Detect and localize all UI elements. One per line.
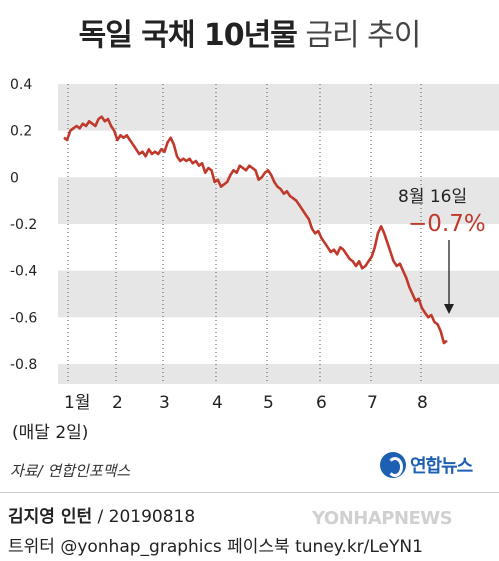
x-tick-label: 2 <box>112 393 123 413</box>
watermark: YONHAPNEWS <box>312 508 453 529</box>
y-tick-label: -0.6 <box>10 310 37 326</box>
credit: 김지영 인턴 / 20190818 <box>8 502 195 527</box>
x-tick-label: 6 <box>316 393 327 413</box>
credit-rest: / 20190818 <box>92 507 196 527</box>
credit-name: 김지영 인턴 <box>8 507 93 527</box>
source-label: 자료/ 연합인포맥스 <box>10 462 131 480</box>
yonhap-logo-icon <box>380 452 406 478</box>
x-tick-label: 5 <box>263 393 274 413</box>
y-tick-label: -0.2 <box>10 217 37 233</box>
grid-band <box>58 84 499 131</box>
x-tick-label: 8 <box>417 393 428 413</box>
x-tick-label: 4 <box>212 393 223 413</box>
logo-text: 연합뉴스 <box>410 456 473 477</box>
annotation-value: −0.7% <box>408 211 486 237</box>
title-bold: 독일 국채 10년물 <box>78 18 298 53</box>
grid-band <box>58 270 499 318</box>
x-tick-label: 7 <box>367 393 378 413</box>
y-tick-label: 0.2 <box>10 124 32 140</box>
grid-band <box>58 364 499 384</box>
y-tick-label: -0.4 <box>10 264 37 280</box>
y-tick-label: -0.8 <box>10 357 37 373</box>
divider <box>0 492 499 493</box>
chart-title: 독일 국채 10년물 금리 추이 <box>0 10 499 54</box>
chart-area: 0.4 0.2 0 -0.2 -0.4 -0.6 -0.8 1월 2 3 4 5 6 7 8 (매달 2일) 8… <box>0 70 499 454</box>
title-light: 금리 추이 <box>305 18 421 53</box>
x-tick-label: 3 <box>159 393 170 413</box>
yonhap-logo: 연합뉴스 <box>380 452 473 478</box>
x-tick-sub: (매달 2일) <box>12 423 88 443</box>
x-tick-label: 1월 <box>64 393 90 413</box>
y-tick-label: 0.4 <box>10 77 32 93</box>
grid-band <box>58 177 499 224</box>
series-line <box>63 115 448 345</box>
annotation-arrowhead <box>444 304 454 314</box>
chart-svg: 0.4 0.2 0 -0.2 -0.4 -0.6 -0.8 1월 2 3 4 5 6 7 8 (매달 2일) 8… <box>10 77 499 443</box>
annotation-date: 8월 16일 <box>398 187 467 207</box>
y-tick-label: 0 <box>10 170 19 186</box>
footer: 트위터 @yonhap_graphics 페이스북 tuney.kr/LeYN1 <box>8 537 423 557</box>
